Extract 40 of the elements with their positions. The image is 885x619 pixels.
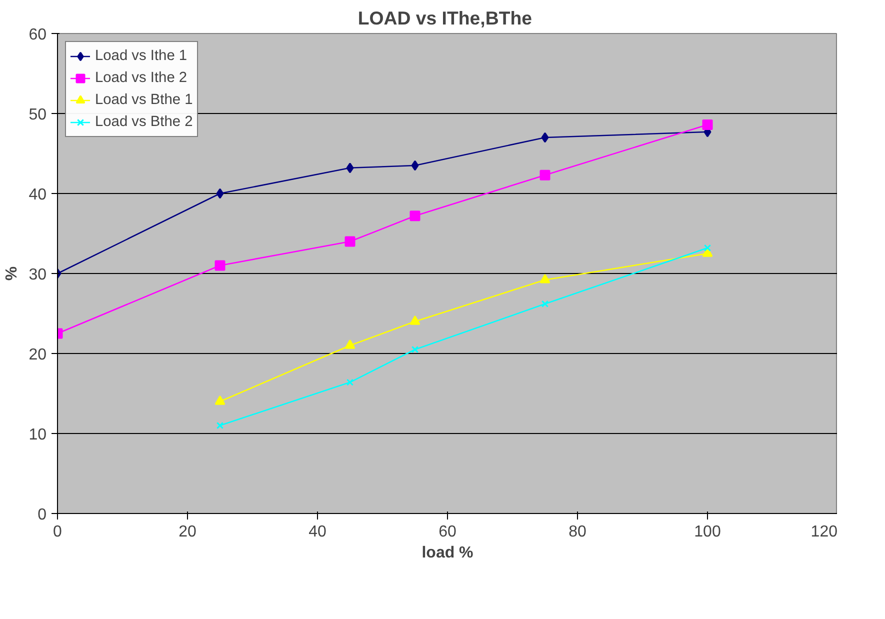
x-tick-label: 20 (178, 524, 196, 540)
point (702, 119, 713, 130)
y-tick-label: 40 (28, 186, 47, 204)
x-tick-label: 80 (568, 524, 586, 540)
legend-label: Load vs Ithe 2 (95, 70, 188, 86)
point (540, 274, 550, 284)
point (411, 346, 419, 354)
point (214, 260, 226, 271)
x-tick-label: 40 (308, 524, 326, 540)
y-tick-label: 10 (28, 426, 47, 444)
point (410, 210, 420, 222)
point (410, 316, 420, 325)
point (541, 132, 549, 143)
x-tick-label: 100 (694, 524, 721, 540)
point (344, 340, 356, 349)
x-tick-label: 0 (53, 524, 62, 540)
point (411, 160, 419, 171)
y-tick-label: 50 (28, 106, 47, 124)
y-axis-title: % (4, 266, 21, 281)
y-tick-label: 0 (38, 506, 47, 524)
legend-label: Load vs Ithe 1 (95, 48, 188, 64)
y-tick-label: 30 (28, 266, 47, 284)
point (216, 188, 224, 199)
chart-title: LOAD vs IThe,BThe (358, 8, 532, 28)
y-tick-label: 60 (28, 26, 47, 44)
point (216, 422, 224, 430)
point (704, 244, 712, 252)
point (214, 396, 226, 405)
legend-label: Load vs Bthe 2 (95, 114, 193, 130)
x-tick-label: 120 (810, 524, 838, 540)
y-tick-label: 20 (28, 346, 47, 364)
point (540, 170, 550, 180)
point (346, 162, 354, 174)
point (344, 236, 356, 247)
legend-label: Load vs Bthe 1 (95, 92, 193, 108)
x-tick-label: 60 (438, 524, 456, 540)
point (541, 300, 549, 308)
point (346, 378, 354, 386)
point (702, 248, 713, 257)
x-axis-title: load % (422, 544, 474, 562)
